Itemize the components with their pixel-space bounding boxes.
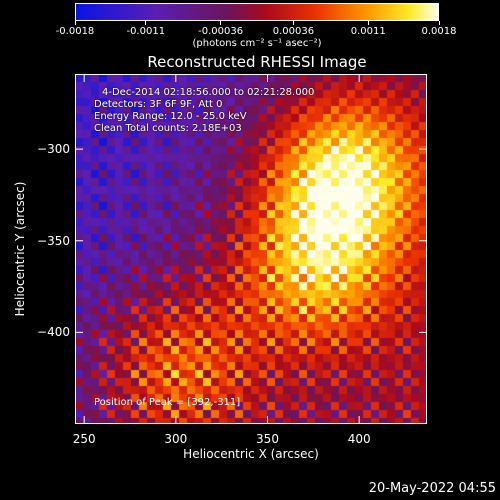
colorbar-tick-label: 0.0011 [350, 26, 386, 37]
colorbar-gradient [75, 3, 439, 21]
x-tick-label: 350 [256, 432, 279, 446]
colorbar-unit-label: (photons cm⁻² s⁻¹ asec⁻²) [192, 38, 322, 49]
colorbar-tick [220, 21, 222, 25]
chart-title: Reconstructed RHESSI Image [147, 53, 367, 71]
rhessi-image-map [75, 74, 427, 424]
y-tick-label: −350 [37, 233, 70, 248]
y-tick-label: −300 [37, 142, 70, 157]
x-axis-label: Heliocentric X (arcsec) [183, 447, 319, 461]
colorbar-frame [75, 3, 439, 21]
x-tick-label: 250 [72, 432, 96, 446]
colorbar-tick [367, 21, 369, 25]
y-tick-label: −400 [37, 325, 70, 340]
footer-date: 20-May-2022 04:55 [368, 481, 496, 496]
peak-position-text: Position of Peak = [392,-311] [94, 397, 241, 408]
colorbar-tick [438, 21, 440, 25]
colorbar-tick-label: -0.00036 [198, 26, 244, 37]
colorbar-tick [145, 21, 147, 25]
colorbar-tick-label: 0.0018 [421, 26, 457, 37]
map-frame [75, 74, 427, 424]
info-detectors: Detectors: 3F 6F 9F, Att 0 [94, 99, 223, 110]
colorbar-tick [292, 21, 294, 25]
colorbar-tick-label: -0.0011 [126, 26, 166, 37]
info-time-range: 4-Dec-2014 02:18:56.000 to 02:21:28.000 [102, 87, 315, 98]
colorbar-tick-label: 0.00036 [272, 26, 315, 37]
colorbar-tick-label: -0.0018 [55, 26, 95, 37]
x-tick-label: 300 [164, 432, 188, 446]
y-axis-label: Heliocentric Y (arcsec) [13, 181, 27, 317]
x-tick-label: 400 [347, 432, 371, 446]
info-counts: Clean Total counts: 2.18E+03 [94, 123, 242, 134]
colorbar-tick [74, 21, 76, 25]
info-energy-range: Energy Range: 12.0 - 25.0 keV [94, 111, 247, 122]
